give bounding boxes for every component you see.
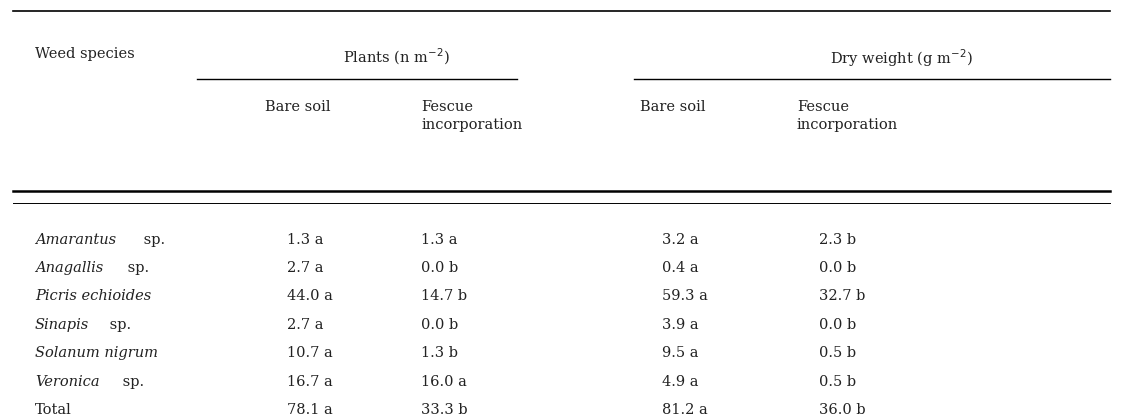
Text: Total: Total bbox=[35, 403, 72, 415]
Text: 44.0 a: 44.0 a bbox=[287, 290, 332, 303]
Text: Anagallis: Anagallis bbox=[35, 261, 103, 275]
Text: 1.3 b: 1.3 b bbox=[421, 347, 458, 360]
Text: sp.: sp. bbox=[104, 318, 131, 332]
Text: Bare soil: Bare soil bbox=[265, 100, 330, 114]
Text: 32.7 b: 32.7 b bbox=[819, 290, 866, 303]
Text: 0.5 b: 0.5 b bbox=[819, 347, 856, 360]
Text: 81.2 a: 81.2 a bbox=[663, 403, 709, 415]
Text: 0.5 b: 0.5 b bbox=[819, 375, 856, 389]
Text: 2.7 a: 2.7 a bbox=[287, 318, 323, 332]
Text: 1.3 a: 1.3 a bbox=[287, 233, 323, 247]
Text: Solanum nigrum: Solanum nigrum bbox=[35, 347, 158, 360]
Text: 14.7 b: 14.7 b bbox=[421, 290, 467, 303]
Text: 59.3 a: 59.3 a bbox=[663, 290, 709, 303]
Text: 78.1 a: 78.1 a bbox=[287, 403, 332, 415]
Text: 4.9 a: 4.9 a bbox=[663, 375, 699, 389]
Text: 0.0 b: 0.0 b bbox=[819, 261, 857, 275]
Text: Plants (n m$^{-2}$): Plants (n m$^{-2}$) bbox=[343, 47, 449, 67]
Text: 36.0 b: 36.0 b bbox=[819, 403, 866, 415]
Text: Picris echioides: Picris echioides bbox=[35, 290, 152, 303]
Text: 16.0 a: 16.0 a bbox=[421, 375, 467, 389]
Text: 0.0 b: 0.0 b bbox=[819, 318, 857, 332]
Text: sp.: sp. bbox=[139, 233, 165, 247]
Text: 0.4 a: 0.4 a bbox=[663, 261, 699, 275]
Text: 1.3 a: 1.3 a bbox=[421, 233, 458, 247]
Text: 10.7 a: 10.7 a bbox=[287, 347, 332, 360]
Text: Amarantus: Amarantus bbox=[35, 233, 116, 247]
Text: 33.3 b: 33.3 b bbox=[421, 403, 468, 415]
Text: sp.: sp. bbox=[122, 261, 149, 275]
Text: Sinapis: Sinapis bbox=[35, 318, 89, 332]
Text: 0.0 b: 0.0 b bbox=[421, 318, 458, 332]
Text: Weed species: Weed species bbox=[35, 47, 135, 61]
Text: Veronica: Veronica bbox=[35, 375, 100, 389]
Text: Fescue
incorporation: Fescue incorporation bbox=[421, 100, 522, 132]
Text: 16.7 a: 16.7 a bbox=[287, 375, 332, 389]
Text: 9.5 a: 9.5 a bbox=[663, 347, 699, 360]
Text: 3.9 a: 3.9 a bbox=[663, 318, 699, 332]
Text: 0.0 b: 0.0 b bbox=[421, 261, 458, 275]
Text: 2.7 a: 2.7 a bbox=[287, 261, 323, 275]
Text: Dry weight (g m$^{-2}$): Dry weight (g m$^{-2}$) bbox=[830, 47, 973, 68]
Text: sp.: sp. bbox=[118, 375, 144, 389]
Text: Bare soil: Bare soil bbox=[640, 100, 705, 114]
Text: 2.3 b: 2.3 b bbox=[819, 233, 856, 247]
Text: 3.2 a: 3.2 a bbox=[663, 233, 699, 247]
Text: Fescue
incorporation: Fescue incorporation bbox=[796, 100, 898, 132]
